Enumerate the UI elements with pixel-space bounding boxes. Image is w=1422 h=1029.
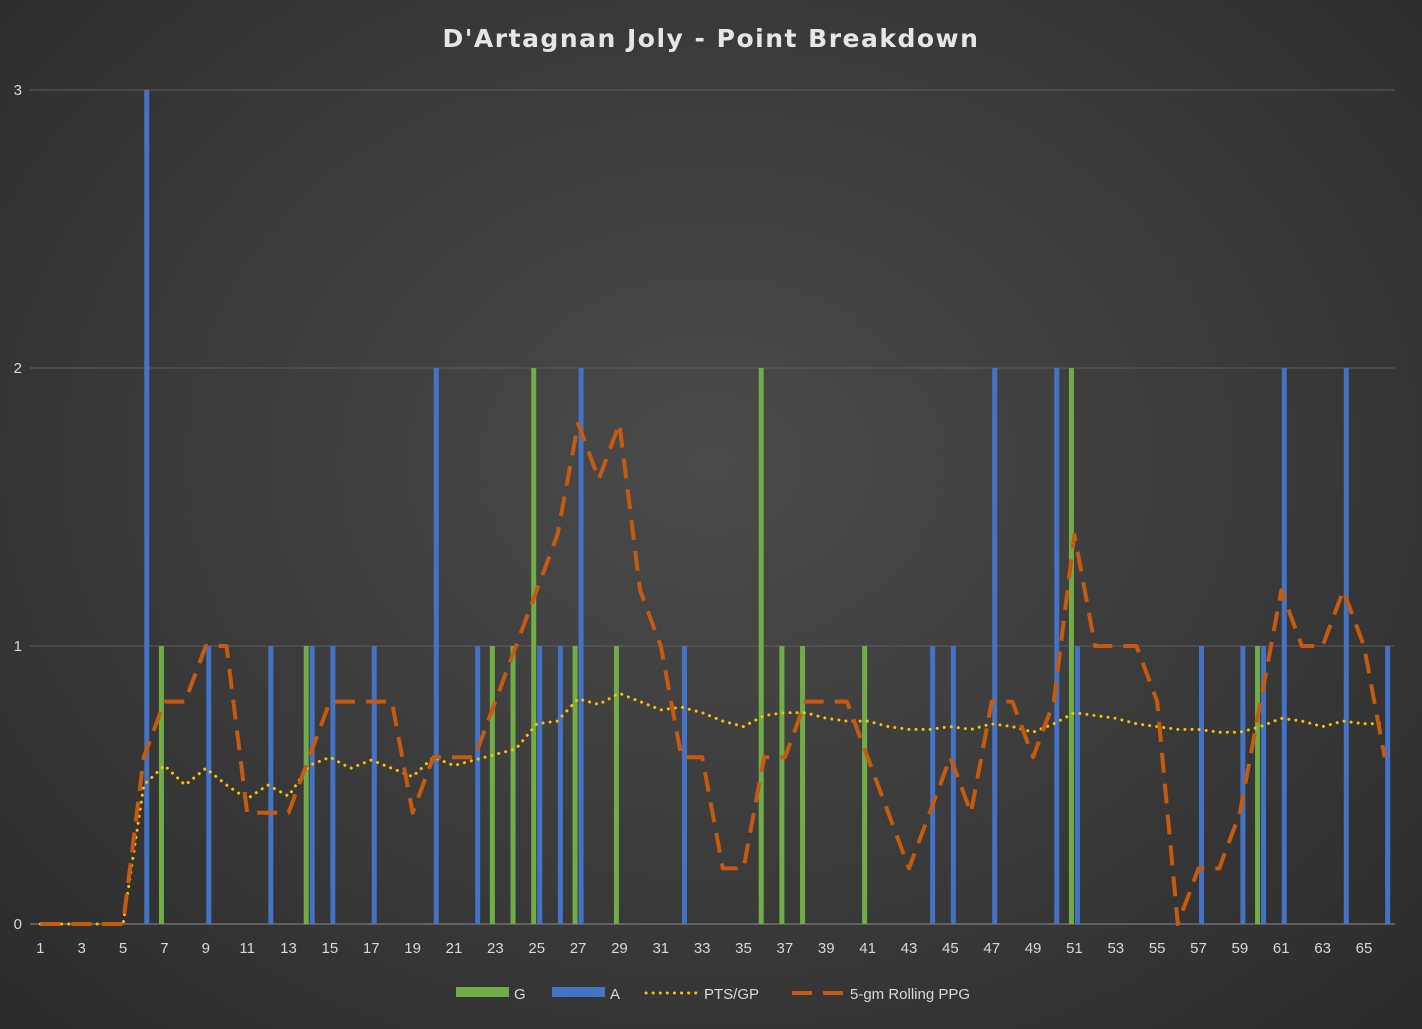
legend-label-g: G xyxy=(514,986,526,1003)
x-tick-label: 29 xyxy=(611,940,628,957)
x-tick-label: 47 xyxy=(983,940,1000,957)
x-tick-label: 25 xyxy=(528,940,545,957)
x-tick-label: 53 xyxy=(1107,940,1124,957)
legend-swatch-a xyxy=(552,987,605,997)
bars xyxy=(144,90,1391,924)
lines xyxy=(38,421,1387,926)
bar-a xyxy=(309,646,315,924)
x-tick-label: 9 xyxy=(202,940,210,957)
x-tick-label: 19 xyxy=(404,940,421,957)
x-tick-label: 7 xyxy=(160,940,168,957)
bar-a xyxy=(1199,646,1205,924)
bar-a xyxy=(475,646,481,924)
bar-a xyxy=(1281,368,1287,924)
y-tick-label: 1 xyxy=(14,638,22,655)
bar-a xyxy=(206,646,212,924)
x-tick-label: 5 xyxy=(119,940,127,957)
x-tick-label: 1 xyxy=(36,940,44,957)
y-tick-label: 3 xyxy=(14,82,22,99)
bar-g xyxy=(758,368,764,924)
bar-g xyxy=(572,646,578,924)
bar-a xyxy=(330,646,336,924)
bar-a xyxy=(1261,646,1267,924)
bar-g xyxy=(1068,368,1074,924)
chart-title: D'Artagnan Joly - Point Breakdown xyxy=(442,24,980,53)
gridlines xyxy=(30,89,1395,925)
x-tick-label: 49 xyxy=(1025,940,1042,957)
x-tick-label: 59 xyxy=(1232,940,1249,957)
bar-a xyxy=(268,646,274,924)
legend-label-pts-gp: PTS/GP xyxy=(704,986,759,1003)
bar-g xyxy=(779,646,785,924)
x-tick-label: 3 xyxy=(78,940,86,957)
x-tick-label: 11 xyxy=(239,940,255,957)
x-tick-label: 45 xyxy=(942,940,959,957)
bar-a xyxy=(950,646,956,924)
x-tick-label: 41 xyxy=(859,940,876,957)
y-tick-label: 2 xyxy=(14,360,22,377)
bar-a xyxy=(930,646,936,924)
line-5-gm-rolling-ppg xyxy=(40,421,1387,926)
bar-a xyxy=(1240,646,1246,924)
x-tick-label: 35 xyxy=(735,940,752,957)
bar-a xyxy=(578,368,584,924)
bar-a xyxy=(992,368,998,924)
legend-label-a: A xyxy=(610,986,620,1003)
bar-a xyxy=(537,646,543,924)
x-tick-label: 37 xyxy=(777,940,794,957)
x-tick-label: 61 xyxy=(1273,940,1290,957)
y-tick-label: 0 xyxy=(14,916,22,933)
bar-g xyxy=(531,368,537,924)
x-tick-label: 51 xyxy=(1066,940,1083,957)
legend: G A PTS/GP 5-gm Rolling PPG xyxy=(456,986,970,1003)
x-tick-label: 57 xyxy=(1190,940,1207,957)
x-tick-label: 31 xyxy=(652,940,669,957)
bar-a xyxy=(144,90,150,924)
bar-a xyxy=(371,646,377,924)
bar-g xyxy=(510,646,516,924)
x-tick-label: 17 xyxy=(363,940,380,957)
x-tick-label: 15 xyxy=(322,940,339,957)
bar-g xyxy=(800,646,806,924)
x-tick-label: 23 xyxy=(487,940,504,957)
legend-swatch-g xyxy=(456,987,509,997)
bar-a xyxy=(1074,646,1080,924)
bar-a xyxy=(1054,368,1060,924)
bar-g xyxy=(303,646,309,924)
x-tick-label: 21 xyxy=(446,940,463,957)
x-tick-label: 63 xyxy=(1314,940,1331,957)
x-tick-label: 65 xyxy=(1356,940,1373,957)
bar-g xyxy=(1255,646,1261,924)
x-tick-label: 13 xyxy=(280,940,297,957)
bar-a xyxy=(557,646,563,924)
bar-a xyxy=(433,368,439,924)
bar-g xyxy=(489,646,495,924)
x-tick-label: 43 xyxy=(901,940,918,957)
bar-g xyxy=(613,646,619,924)
x-tick-label: 55 xyxy=(1149,940,1166,957)
bar-g xyxy=(862,646,868,924)
x-tick-label: 27 xyxy=(570,940,587,957)
x-tick-label: 33 xyxy=(694,940,711,957)
bar-g xyxy=(158,646,164,924)
x-tick-label: 39 xyxy=(818,940,835,957)
bar-a xyxy=(681,646,687,924)
bar-a xyxy=(1385,646,1391,924)
legend-label-5-gm-rolling-ppg: 5-gm Rolling PPG xyxy=(850,986,970,1003)
bar-a xyxy=(1343,368,1349,924)
